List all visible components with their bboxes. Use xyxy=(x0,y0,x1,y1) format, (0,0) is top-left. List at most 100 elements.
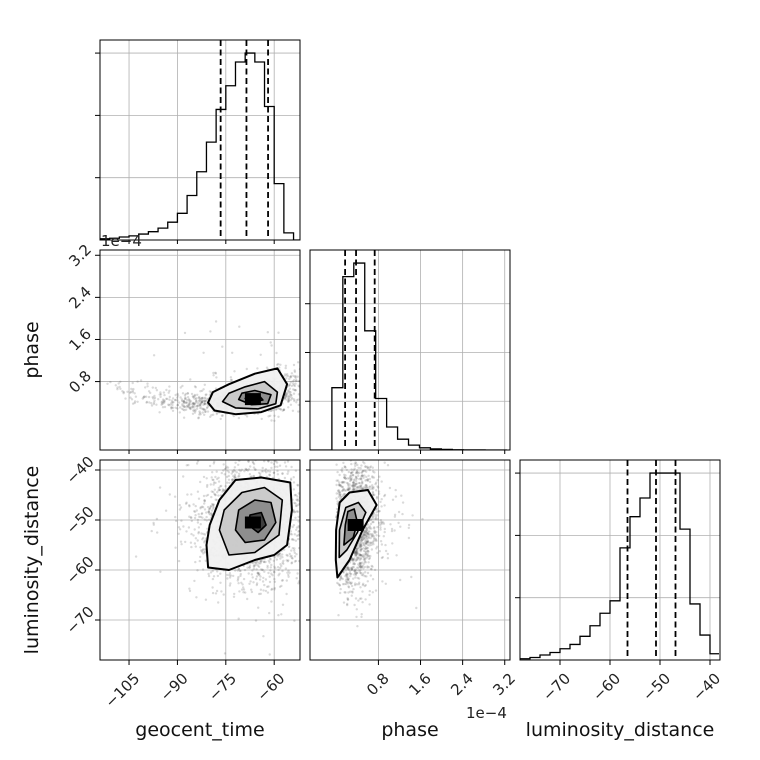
scatter-point xyxy=(364,465,367,468)
scatter-point xyxy=(291,547,294,550)
scatter-point xyxy=(353,488,356,491)
scatter-point xyxy=(200,401,204,404)
scatter-point xyxy=(207,511,210,514)
scatter-point xyxy=(341,486,344,489)
scatter-point xyxy=(356,576,359,580)
scatter-point xyxy=(243,470,246,473)
scatter-point xyxy=(283,461,287,464)
scatter-point xyxy=(407,536,411,540)
scatter-point xyxy=(346,598,349,601)
scatter-point xyxy=(251,460,254,464)
scatter-point xyxy=(386,464,390,467)
scatter-point xyxy=(375,530,378,534)
scatter-point xyxy=(202,408,206,411)
scatter-point xyxy=(360,573,364,577)
scatter-point xyxy=(205,494,208,497)
scatter-point xyxy=(145,400,149,404)
scatter-point xyxy=(355,569,358,572)
scatter-point xyxy=(345,582,348,586)
scatter-point xyxy=(294,539,298,542)
scatter-point xyxy=(187,398,191,401)
scatter-point xyxy=(171,403,174,407)
scatter-point xyxy=(289,391,292,394)
scatter-point xyxy=(275,407,278,411)
scatter-point xyxy=(356,552,359,555)
scatter-point xyxy=(372,476,376,479)
scatter-point xyxy=(352,577,355,580)
scatter-point xyxy=(287,394,291,398)
scatter-point xyxy=(229,582,232,585)
scatter-point xyxy=(356,557,359,560)
scatter-point xyxy=(245,468,248,471)
scatter-point xyxy=(254,619,258,622)
scatter-point xyxy=(384,582,387,585)
scatter-point xyxy=(373,531,377,535)
scatter-point xyxy=(205,515,208,519)
scatter-point xyxy=(193,393,196,397)
scatter-point xyxy=(360,464,363,467)
scatter-point xyxy=(196,569,199,572)
scatter-point xyxy=(223,473,226,476)
scatter-point xyxy=(191,405,194,409)
scatter-point xyxy=(355,550,358,553)
scatter-point xyxy=(297,582,300,585)
scatter-point xyxy=(157,398,160,401)
scatter-point xyxy=(372,543,375,546)
scatter-point xyxy=(188,504,191,507)
scatter-point xyxy=(286,554,289,557)
scatter-point xyxy=(223,652,227,655)
scatter-point xyxy=(359,554,362,557)
scatter-point xyxy=(369,465,373,468)
scatter-point xyxy=(210,476,213,479)
scatter-point xyxy=(288,387,292,390)
scatter-point xyxy=(193,402,196,405)
scatter-point xyxy=(362,533,365,537)
scatter-point xyxy=(361,538,364,541)
scatter-point xyxy=(345,573,348,576)
scatter-point xyxy=(178,528,182,531)
scatter-point xyxy=(376,485,379,488)
scatter-point xyxy=(119,387,122,390)
scatter-point xyxy=(277,574,280,577)
scatter-point xyxy=(290,556,294,560)
scatter-point xyxy=(162,400,165,403)
scatter-point xyxy=(353,558,356,561)
scatter-point xyxy=(272,559,276,562)
scatter-point xyxy=(350,572,353,576)
scatter-point xyxy=(189,378,192,381)
scatter-point xyxy=(291,409,295,412)
scatter-point xyxy=(347,568,351,571)
scatter-point xyxy=(239,569,242,573)
scatter-point xyxy=(374,517,377,521)
scatter-point xyxy=(212,575,216,578)
scatter-point xyxy=(345,481,349,485)
scatter-point xyxy=(199,480,202,484)
scatter-point xyxy=(213,488,216,491)
scatter-point xyxy=(144,386,147,389)
scatter-point xyxy=(375,511,378,514)
scatter-point xyxy=(150,529,153,533)
scatter-point xyxy=(201,549,204,552)
scatter-point xyxy=(193,542,197,545)
scatter-point xyxy=(360,478,363,481)
scatter-point xyxy=(279,557,282,560)
scatter-point xyxy=(187,526,191,529)
scatter-point xyxy=(380,522,383,526)
scatter-point xyxy=(364,598,367,601)
scatter-point xyxy=(338,497,342,501)
scatter-point xyxy=(368,527,372,530)
scatter-point xyxy=(401,512,404,516)
scatter-point xyxy=(362,544,365,547)
scatter-point xyxy=(238,569,241,572)
scatter-point xyxy=(197,404,201,407)
scatter-point xyxy=(283,548,286,551)
scatter-point xyxy=(363,474,366,477)
scatter-point xyxy=(394,495,398,498)
scatter-point xyxy=(237,575,240,579)
scatter-point xyxy=(360,475,363,478)
scatter-point xyxy=(346,578,350,582)
scatter-point xyxy=(196,404,199,407)
scatter-point xyxy=(270,572,273,575)
scatter-point xyxy=(297,524,300,528)
scatter-point xyxy=(203,402,206,406)
